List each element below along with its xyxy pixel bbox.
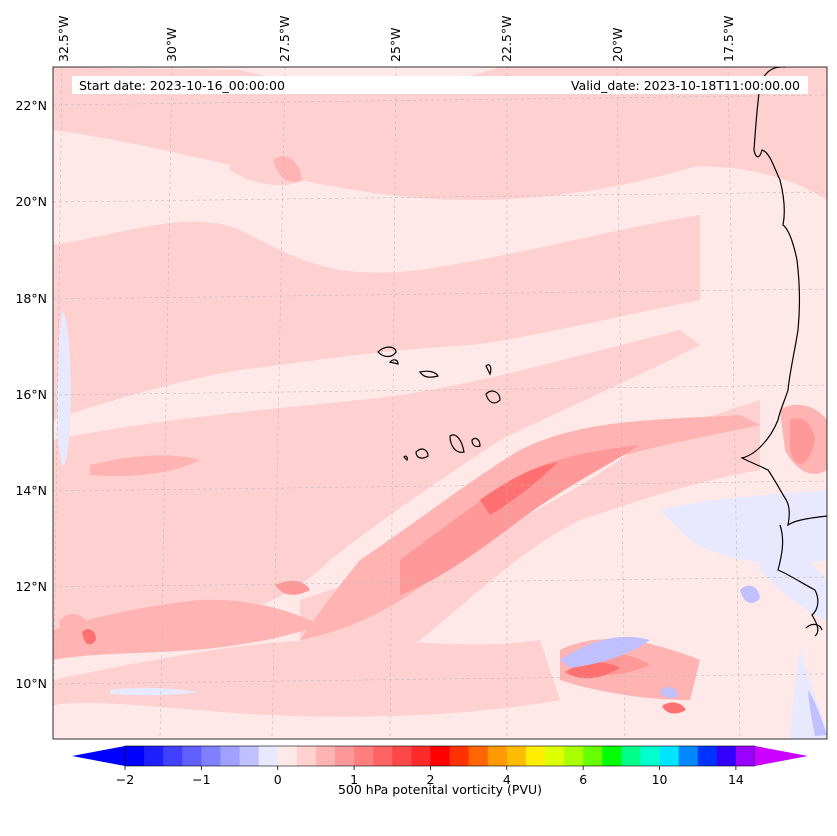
colorbar-segment bbox=[602, 746, 622, 766]
colorbar-segment bbox=[201, 746, 221, 766]
colorbar-tick-label: 1 bbox=[350, 772, 358, 787]
colorbar-segment bbox=[564, 746, 584, 766]
colorbar-tick-label: −2 bbox=[116, 772, 134, 787]
lon-label: 22.5°W bbox=[499, 16, 514, 62]
pv-contour-field bbox=[53, 67, 827, 739]
colorbar-segment bbox=[144, 746, 164, 766]
longitude-labels: 32.5°W 30°W 27.5°W 25°W 22.5°W 20°W 17.5°W bbox=[56, 16, 736, 62]
lat-label: 16°N bbox=[15, 387, 47, 402]
colorbar-segment bbox=[468, 746, 489, 766]
gridlines bbox=[53, 67, 827, 739]
colorbar-segment bbox=[258, 746, 279, 766]
date-header-background bbox=[72, 76, 808, 94]
map-panel bbox=[52, 66, 828, 740]
colorbar-segment bbox=[697, 746, 718, 766]
colorbar-tick-label: 0 bbox=[274, 772, 282, 787]
lat-label: 22°N bbox=[15, 98, 47, 113]
lat-label: 20°N bbox=[15, 194, 47, 209]
colorbar-tick-label: 6 bbox=[579, 772, 587, 787]
colorbar-segment bbox=[182, 746, 202, 766]
colorbar-ticks: −2 −1 0 1 2 4 6 10 14 bbox=[116, 766, 744, 787]
colorbar-segment bbox=[716, 746, 737, 766]
colorbar-tick-label: −1 bbox=[192, 772, 210, 787]
lon-label: 27.5°W bbox=[277, 16, 292, 62]
lon-label: 32.5°W bbox=[56, 16, 71, 62]
colorbar-segment bbox=[373, 746, 393, 766]
colorbar-segment bbox=[296, 746, 317, 766]
valid-date-text: Valid_date: 2023-10-18T11:00:00.00 bbox=[571, 78, 800, 93]
colorbar-segment bbox=[525, 746, 546, 766]
latitude-labels: 22°N 20°N 18°N 16°N 14°N 12°N 10°N bbox=[15, 98, 47, 691]
colorbar-segment bbox=[659, 746, 680, 766]
map-frame bbox=[52, 66, 828, 740]
colorbar-segment bbox=[220, 746, 240, 766]
colorbar-segment bbox=[354, 746, 374, 766]
colorbar-segment bbox=[315, 746, 336, 766]
colorbar-segment bbox=[163, 746, 183, 766]
colorbar: −2 −1 0 1 2 4 6 10 14 500 hPa potenital vorticit… bbox=[72, 745, 808, 797]
colorbar-segments bbox=[124, 745, 756, 767]
pv-band-neg-mid bbox=[560, 585, 827, 736]
colorbar-segment bbox=[678, 746, 699, 766]
colorbar-tick-label: 2 bbox=[426, 772, 434, 787]
lat-label: 12°N bbox=[15, 579, 47, 594]
colorbar-segment bbox=[621, 746, 641, 766]
lat-label: 14°N bbox=[15, 483, 47, 498]
colorbar-segment bbox=[239, 746, 260, 766]
lat-label: 10°N bbox=[15, 676, 47, 691]
colorbar-segment bbox=[583, 746, 603, 766]
lon-label: 17.5°W bbox=[721, 16, 736, 62]
colorbar-tick-label: 10 bbox=[652, 772, 668, 787]
colorbar-segment bbox=[506, 746, 527, 766]
colorbar-segment bbox=[640, 746, 660, 766]
colorbar-tick-label: 4 bbox=[503, 772, 511, 787]
lon-label: 30°W bbox=[164, 27, 179, 62]
colorbar-segment bbox=[449, 746, 470, 766]
colorbar-segment bbox=[545, 746, 565, 766]
colorbar-segment bbox=[335, 746, 355, 766]
start-date-text: Start date: 2023-10-16_00:00:00 bbox=[79, 78, 285, 93]
colorbar-tick-label: 14 bbox=[728, 772, 744, 787]
colorbar-segment bbox=[735, 746, 756, 766]
colorbar-extend-high bbox=[755, 746, 808, 766]
colorbar-title: 500 hPa potenital vorticity (PVU) bbox=[338, 782, 542, 797]
lat-label: 18°N bbox=[15, 291, 47, 306]
colorbar-segment bbox=[277, 746, 298, 766]
date-header: Start date: 2023-10-16_00:00:00 Valid_da… bbox=[72, 76, 808, 94]
colorbar-segment bbox=[411, 746, 431, 766]
colorbar-segment bbox=[487, 746, 508, 766]
colorbar-segment bbox=[125, 746, 145, 766]
colorbar-segment bbox=[392, 746, 412, 766]
lon-label: 20°W bbox=[610, 27, 625, 62]
colorbar-segment bbox=[430, 746, 450, 766]
colorbar-extend-low bbox=[72, 746, 125, 766]
lon-label: 25°W bbox=[388, 27, 403, 62]
